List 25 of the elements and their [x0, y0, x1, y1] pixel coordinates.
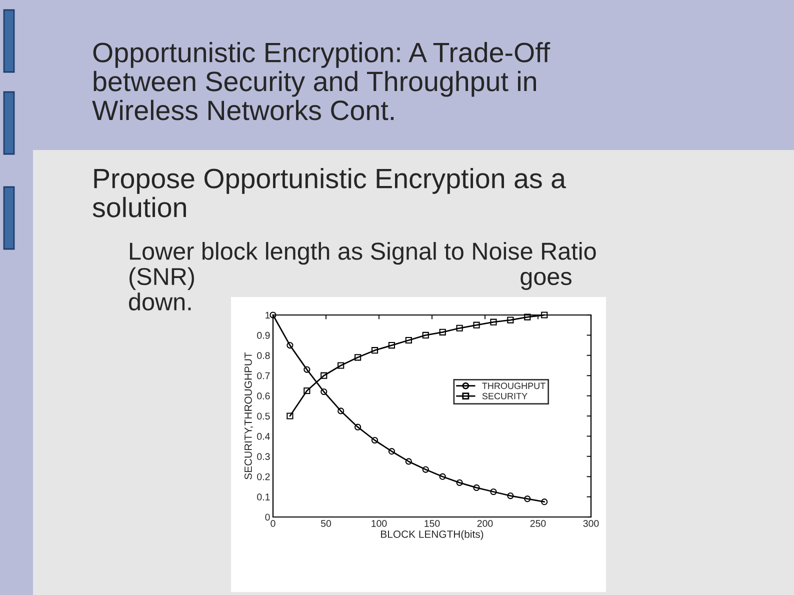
text: Propose Opportunistic Encryption as a solution — [92, 168, 566, 218]
y-tick-label: 0.7 — [257, 372, 270, 380]
y-tick-label: 0.3 — [257, 453, 270, 460]
y-tick-label: 0 — [265, 514, 270, 521]
y-tick-label: 0.2 — [257, 473, 270, 480]
y-axis-title: SECURITY,THROUGHPUT — [244, 352, 254, 480]
legend-label: SECURITY — [482, 392, 528, 400]
legend-label: THROUGHPUT — [482, 382, 546, 390]
y-tick-label: 0.9 — [257, 332, 270, 339]
y-tick-label: 1 — [266, 312, 270, 319]
x-axis-title: BLOCK LENGTH(bits) — [381, 530, 484, 540]
x-tick-label: 250 — [530, 520, 546, 527]
x-tick-label: 300 — [583, 520, 599, 527]
y-tick-label: 0.8 — [257, 352, 270, 360]
x-tick-label: 0 — [270, 520, 276, 527]
x-tick-label: 200 — [477, 520, 493, 527]
y-tick-label: 0.4 — [257, 432, 270, 440]
x-tick-label: 50 — [320, 520, 332, 527]
x-tick-label: 150 — [424, 520, 440, 527]
text: Lower block length as Signal to Noise Ratio (SNR) goes down. — [129, 242, 596, 310]
y-tick-label: 0.1 — [257, 494, 270, 500]
chart-title: Opportunistic Encryption: A Trade-Off between Security and Throughput in Wireless Networks Cont. — [92, 42, 550, 120]
y-tick-label: 0.5 — [257, 412, 270, 420]
x-tick-label: 100 — [372, 520, 387, 527]
y-tick-label: 0.6 — [257, 392, 270, 400]
